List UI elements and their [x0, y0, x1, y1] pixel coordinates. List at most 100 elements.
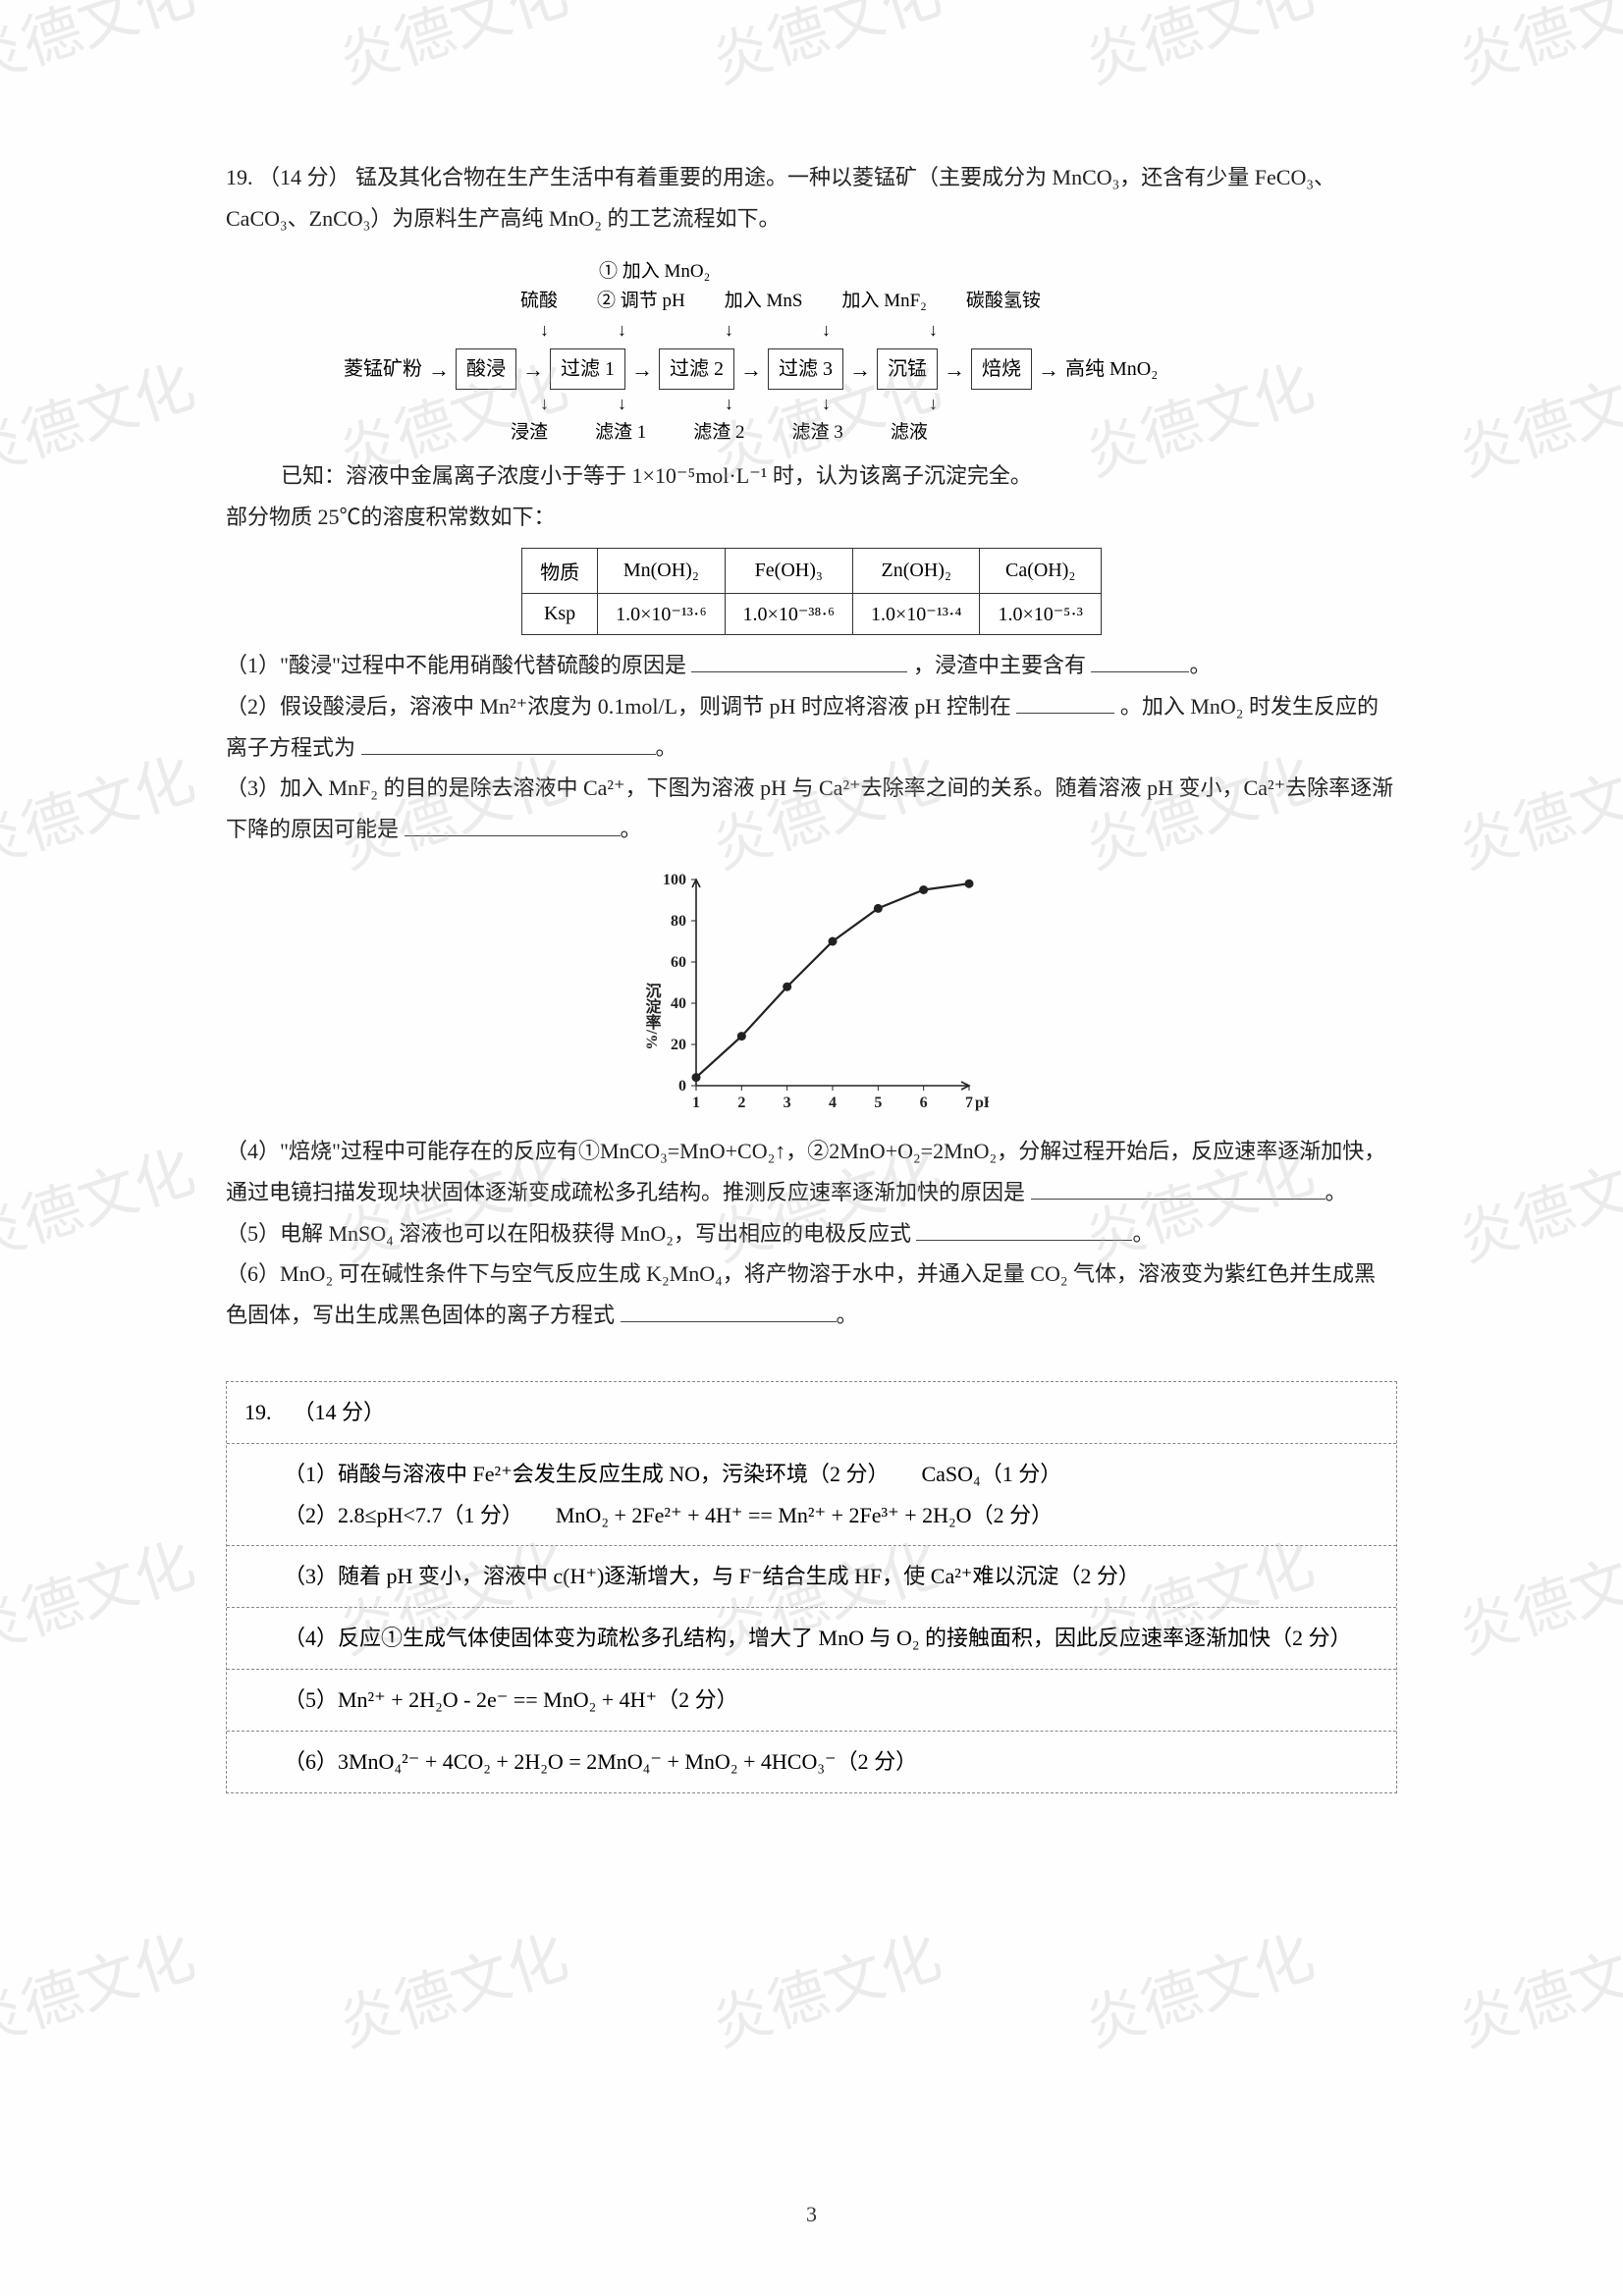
table-cell: Ksp [522, 593, 598, 634]
flow-node: 过滤 3 [768, 348, 843, 390]
svg-text:0: 0 [678, 1078, 686, 1095]
flow-node: 菱锰矿粉 [344, 353, 422, 385]
flow-node: 酸浸 [456, 348, 516, 390]
watermark-text: 炎德文化 [1072, 1909, 1323, 2063]
answer-row: （3）随着 pH 变小，溶液中 c(H⁺)逐渐增大，与 F⁻结合生成 HF，使 … [227, 1546, 1396, 1608]
flow-output: 滤渣 1 [595, 418, 646, 448]
svg-text:100: 100 [663, 872, 686, 888]
part-1: （1）"酸浸"过程中不能用硝酸代替硫酸的原因是 ，浸渣中主要含有 。 [226, 645, 1397, 686]
question-number: 19. [226, 165, 253, 189]
watermark-text: 炎德文化 [0, 1517, 204, 1671]
blank-line [1016, 691, 1114, 714]
svg-text:2: 2 [737, 1095, 745, 1111]
table-row: Ksp 1.0×10⁻¹³·⁶ 1.0×10⁻³⁸·⁶ 1.0×10⁻¹³·⁴ … [522, 593, 1102, 634]
part-4: （4）"焙烧"过程中可能存在的反应有①MnCO₃=MnO+CO₂↑，②2MnO+… [226, 1131, 1397, 1213]
part-text: （1）"酸浸"过程中不能用硝酸代替硫酸的原因是 [226, 653, 686, 677]
ksp-table: 物质 Mn(OH)₂ Fe(OH)₃ Zn(OH)₂ Ca(OH)₂ Ksp 1… [521, 548, 1102, 635]
known-line: 已知：溶液中金属离子浓度小于等于 1×10⁻⁵mol·L⁻¹ 时，认为该离子沉淀… [226, 455, 1397, 497]
svg-text:4: 4 [829, 1095, 837, 1111]
svg-text:80: 80 [671, 913, 686, 930]
watermark-text: 炎德文化 [1445, 1517, 1623, 1671]
arrow-right-icon: → [849, 352, 871, 387]
flow-output: 滤渣 2 [693, 418, 744, 448]
flow-node: 沉锰 [877, 348, 938, 390]
ksp-intro: 部分物质 25℃的溶度积常数如下： [226, 497, 1397, 538]
answer-header: 19. （14 分） [227, 1382, 1396, 1444]
blank-line [361, 732, 656, 755]
watermark-text: 炎德文化 [326, 1909, 576, 2063]
arrow-right-icon: → [1038, 352, 1059, 387]
part-2: （2）假设酸浸后，溶液中 Mn²⁺浓度为 0.1mol/L，则调节 pH 时应将… [226, 686, 1397, 769]
watermark-text: 炎德文化 [1445, 731, 1623, 885]
svg-text:pH: pH [975, 1095, 989, 1111]
answer-row: （5）Mn²⁺ + 2H₂O - 2e⁻ == MnO₂ + 4H⁺（2 分） [227, 1670, 1396, 1732]
question-intro: 锰及其化合物在生产生活中有着重要的用途。一种以菱锰矿（主要成分为 MnCO₃，还… [226, 165, 1335, 231]
blank-line [691, 650, 907, 672]
flow-node: 焙烧 [971, 348, 1032, 390]
watermark-text: 炎德文化 [1445, 339, 1623, 493]
watermark-text: 炎德文化 [1445, 0, 1623, 100]
table-header: Mn(OH)₂ [598, 548, 725, 593]
table-header: 物质 [522, 548, 598, 593]
flow-top-label: 加入 MnS [725, 287, 803, 316]
arrow-right-icon: → [944, 352, 965, 387]
table-cell: 1.0×10⁻¹³·⁴ [852, 593, 979, 634]
flow-top-label: ① 加入 MnO₂ [599, 257, 710, 287]
answer-text: （1）硝酸与溶液中 Fe²⁺会发生反应生成 NO，污染环境（2 分） CaSO₄… [244, 1454, 1379, 1495]
answer-box: 19. （14 分） （1）硝酸与溶液中 Fe²⁺会发生反应生成 NO，污染环境… [226, 1381, 1397, 1793]
table-header: Zn(OH)₂ [852, 548, 979, 593]
part-text: （2）假设酸浸后，溶液中 Mn²⁺浓度为 0.1mol/L，则调节 pH 时应将… [226, 694, 1011, 719]
answer-num: 19. [244, 1400, 272, 1424]
blank-line [1031, 1177, 1325, 1200]
part-5: （5）电解 MnSO₄ 溶液也可以在阳极获得 MnO₂，写出相应的电极反应式 。 [226, 1213, 1397, 1255]
flow-output: 浸渣 [511, 418, 548, 448]
svg-text:60: 60 [671, 954, 686, 971]
flow-top-label: ② 调节 pH [597, 287, 685, 316]
svg-text:6: 6 [919, 1095, 927, 1111]
arrow-right-icon: → [740, 352, 762, 387]
watermark-text: 炎德文化 [1445, 1909, 1623, 2063]
watermark-text: 炎德文化 [1072, 0, 1323, 100]
watermark-text: 炎德文化 [0, 339, 204, 493]
process-flow-diagram: ① 加入 MnO₂ 硫酸 ② 调节 pH 加入 MnS 加入 MnF₂ 碳酸氢铵… [344, 257, 1397, 449]
arrow-right-icon: → [522, 352, 544, 387]
svg-text:沉淀率/%: 沉淀率/% [642, 982, 661, 1049]
svg-text:20: 20 [671, 1037, 686, 1053]
watermark-text: 炎德文化 [0, 731, 204, 885]
answer-pts: （14 分） [294, 1400, 386, 1424]
flow-top-label: 加入 MnF₂ [841, 287, 926, 316]
part-text: （5）电解 MnSO₄ 溶液也可以在阳极获得 MnO₂，写出相应的电极反应式 [226, 1221, 911, 1246]
question-points: （14 分） [258, 165, 351, 189]
answer-row: （6）3MnO₄²⁻ + 4CO₂ + 2H₂O = 2MnO₄⁻ + MnO₂… [227, 1732, 1396, 1792]
answer-row: （4）反应①生成气体使固体变为疏松多孔结构，增大了 MnO 与 O₂ 的接触面积… [227, 1608, 1396, 1670]
svg-text:7: 7 [965, 1095, 973, 1111]
flow-node: 高纯 MnO₂ [1065, 353, 1158, 385]
flow-node: 过滤 1 [550, 348, 625, 390]
arrow-right-icon: → [631, 352, 653, 387]
part-3: （3）加入 MnF₂ 的目的是除去溶液中 Ca²⁺，下图为溶液 pH 与 Ca²… [226, 768, 1397, 850]
flow-h2so4: 硫酸 [520, 287, 558, 316]
part-text: （3）加入 MnF₂ 的目的是除去溶液中 Ca²⁺，下图为溶液 pH 与 Ca²… [226, 775, 1393, 841]
watermark-text: 炎德文化 [0, 0, 204, 100]
part-text: ，浸渣中主要含有 [913, 653, 1086, 677]
blank-line [916, 1218, 1132, 1241]
answer-row: （1）硝酸与溶液中 Fe²⁺会发生反应生成 NO，污染环境（2 分） CaSO₄… [227, 1444, 1396, 1547]
arrow-right-icon: → [428, 352, 450, 387]
watermark-text: 炎德文化 [326, 0, 576, 100]
blank-line [405, 814, 621, 836]
watermark-text: 炎德文化 [1445, 1124, 1623, 1278]
page-number: 3 [0, 2202, 1623, 2227]
watermark-text: 炎德文化 [0, 1909, 204, 2063]
table-cell: 1.0×10⁻⁵·³ [980, 593, 1101, 634]
svg-text:3: 3 [783, 1095, 790, 1111]
removal-rate-chart: 0204060801001234567pH沉淀率/% [635, 866, 989, 1121]
watermark-text: 炎德文化 [699, 0, 949, 100]
svg-text:1: 1 [692, 1095, 700, 1111]
answer-text: （2）2.8≤pH<7.7（1 分） MnO₂ + 2Fe²⁺ + 4H⁺ ==… [244, 1495, 1379, 1536]
table-cell: 1.0×10⁻¹³·⁶ [598, 593, 725, 634]
blank-line [621, 1300, 837, 1322]
table-cell: 1.0×10⁻³⁸·⁶ [725, 593, 852, 634]
part-6: （6）MnO₂ 可在碱性条件下与空气反应生成 K₂MnO₄，将产物溶于水中，并通… [226, 1254, 1397, 1336]
svg-text:5: 5 [874, 1095, 882, 1111]
watermark-text: 炎德文化 [699, 1909, 949, 2063]
